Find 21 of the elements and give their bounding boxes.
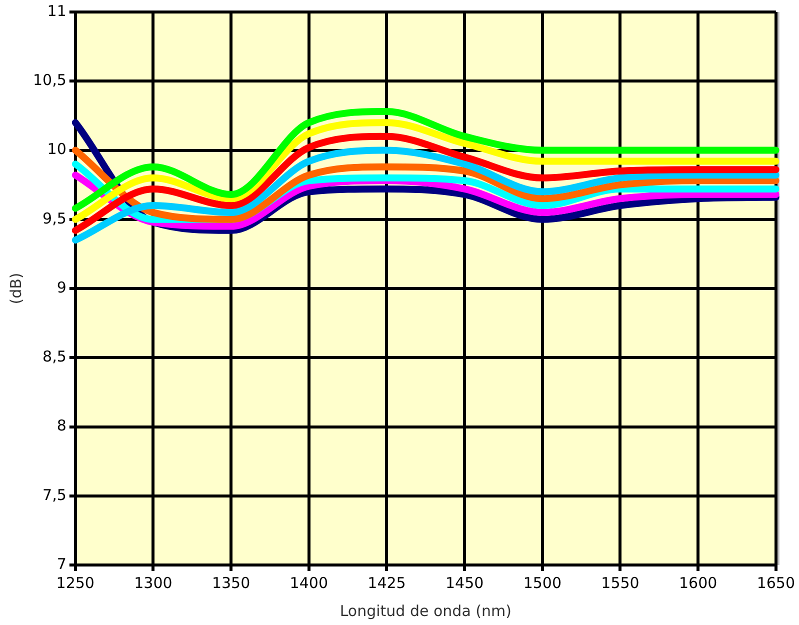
x-tick-label: 1300 — [134, 574, 172, 592]
y-tick-label: 9,5 — [42, 209, 66, 228]
x-axis-title: Longitud de onda (nm) — [340, 602, 512, 620]
y-axis-title: (dB) — [6, 272, 25, 304]
y-tick-label: 10 — [47, 140, 66, 158]
y-tick-label: 7,5 — [42, 486, 66, 504]
y-tick-label: 10,5 — [32, 71, 66, 90]
x-tick-label: 1600 — [678, 574, 718, 592]
x-tick-label: 1650 — [756, 574, 796, 592]
x-tick-label: 1425 — [368, 574, 406, 592]
x-tick-label: 1550 — [601, 574, 640, 592]
x-tick-label: 1250 — [56, 574, 94, 592]
y-tick-label: 8 — [56, 416, 66, 435]
y-tick-label: 8,5 — [42, 348, 66, 366]
y-tick-label: 7 — [56, 554, 66, 573]
x-tick-label: 1400 — [290, 574, 328, 592]
y-tick-label: 9 — [56, 278, 66, 296]
x-tick-label: 1500 — [523, 574, 562, 592]
x-tick-label: 1450 — [445, 574, 484, 592]
y-tick-label: 11 — [47, 2, 66, 20]
x-tick-label: 1350 — [212, 574, 250, 592]
